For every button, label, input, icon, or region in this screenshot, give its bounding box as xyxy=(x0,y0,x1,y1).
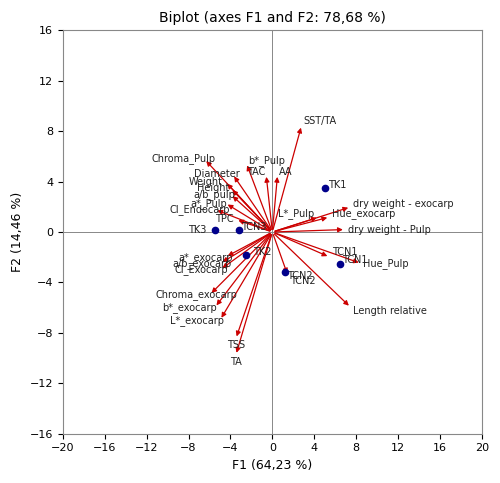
Text: Hue_exocarp: Hue_exocarp xyxy=(332,208,396,219)
Text: Chroma_exocarp: Chroma_exocarp xyxy=(155,290,237,300)
Text: TCN3: TCN3 xyxy=(241,222,266,232)
Text: dry weight - exocarp: dry weight - exocarp xyxy=(353,199,454,209)
Text: Diameter: Diameter xyxy=(194,169,240,179)
Text: a*_exocarp: a*_exocarp xyxy=(178,252,233,263)
Title: Biplot (axes F1 and F2: 78,68 %): Biplot (axes F1 and F2: 78,68 %) xyxy=(159,11,386,25)
Text: AA: AA xyxy=(278,167,292,177)
Text: b*_Pulp: b*_Pulp xyxy=(248,155,286,166)
X-axis label: F1 (64,23 %): F1 (64,23 %) xyxy=(232,459,312,472)
Text: TCN2: TCN2 xyxy=(287,271,312,281)
Text: TK1: TK1 xyxy=(328,181,346,190)
Text: TCN1: TCN1 xyxy=(342,255,368,265)
Text: L*_Pulp: L*_Pulp xyxy=(278,208,314,219)
Text: a/b_exocarp: a/b_exocarp xyxy=(173,258,232,269)
Text: TPC: TPC xyxy=(215,214,234,225)
Text: dry weight - Pulp: dry weight - Pulp xyxy=(348,225,430,235)
Text: Chroma_Pulp: Chroma_Pulp xyxy=(152,154,216,164)
Text: Height: Height xyxy=(197,183,230,193)
Text: TCN1: TCN1 xyxy=(332,247,357,257)
Text: TAC: TAC xyxy=(246,167,265,177)
Y-axis label: F2 (14,46 %): F2 (14,46 %) xyxy=(11,192,24,272)
Text: CI_Exocarp: CI_Exocarp xyxy=(175,264,229,275)
Text: b*_exocarp: b*_exocarp xyxy=(162,302,217,313)
Text: CI_Endocarp: CI_Endocarp xyxy=(170,204,230,215)
Text: a/b_pulp: a/b_pulp xyxy=(194,189,235,199)
Text: TK3: TK3 xyxy=(188,225,206,235)
Text: SST/TA: SST/TA xyxy=(304,116,337,126)
Text: a*_Pulp: a*_Pulp xyxy=(190,198,228,209)
Text: TCN2: TCN2 xyxy=(290,276,316,286)
Text: TK2: TK2 xyxy=(254,247,272,257)
Text: Length relative: Length relative xyxy=(353,306,427,316)
Text: TSS: TSS xyxy=(226,341,245,351)
Text: TA: TA xyxy=(230,357,241,367)
Text: Hue_Pulp: Hue_Pulp xyxy=(364,258,409,269)
Text: Weight: Weight xyxy=(188,177,222,186)
Text: L*_exocarp: L*_exocarp xyxy=(170,315,224,326)
